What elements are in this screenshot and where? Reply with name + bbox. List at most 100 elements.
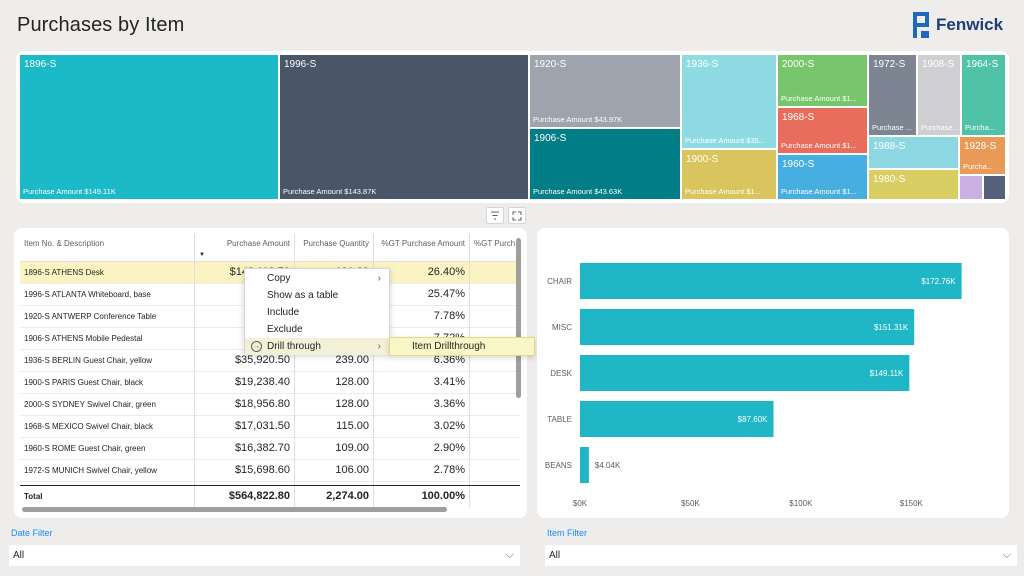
cell-gt-purchase [470, 372, 520, 394]
treemap-tile[interactable] [960, 176, 982, 199]
treemap-tile[interactable]: 2000-S Purchase Amount $1... [778, 55, 867, 106]
cell-gt-purchase [470, 284, 520, 306]
table-row[interactable]: 1900-S PARIS Guest Chair, black $19,238.4… [20, 372, 520, 394]
treemap-visual[interactable]: 1896-S Purchase Amount $149.11K 1996-S Purc… [16, 51, 1009, 203]
vertical-scrollbar[interactable] [516, 238, 521, 398]
cell-gt-purchase-amount: 2.90% [374, 438, 470, 460]
page-title: Purchases by Item [17, 14, 185, 36]
treemap-tile-name: 1896-S [24, 59, 57, 70]
treemap-tile[interactable]: 1988-S [869, 137, 958, 168]
menu-item-copy[interactable]: Copy › [245, 270, 389, 287]
total-gt-purchase-amount: 100.00% [374, 486, 470, 508]
cell-gt-purchase-amount: 25.47% [374, 284, 470, 306]
x-axis-tick-label: $100K [789, 499, 813, 508]
cell-gt-purchase [470, 416, 520, 438]
bar[interactable] [580, 309, 915, 345]
menu-item-label: Drill through [267, 341, 321, 352]
x-axis-tick-label: $0K [573, 499, 588, 508]
horizontal-scrollbar[interactable] [22, 507, 447, 512]
item-filter-dropdown[interactable]: All ⌵ [545, 545, 1017, 566]
treemap-tile[interactable]: 1906-S Purchase Amount $43.63K [530, 129, 680, 199]
table-row[interactable]: 2000-S SYDNEY Swivel Chair, green $18,956… [20, 394, 520, 416]
menu-item-include[interactable]: Include [267, 307, 300, 318]
column-header-purchase-amount[interactable]: Purchase Amount ▼ [195, 234, 295, 262]
cell-item-description: 1900-S PARIS Guest Chair, black [20, 372, 195, 394]
column-header-gt-purchase[interactable]: %GT Purch [474, 239, 516, 248]
treemap-tile-value: Purchase ... [872, 123, 913, 132]
focus-mode-icon[interactable] [508, 207, 526, 224]
total-purchase-quantity: 2,274.00 [295, 486, 374, 508]
treemap-tile-value: Purchase Amount $35... [685, 136, 766, 145]
treemap-tile-value: Purchase Amount $1... [685, 187, 761, 196]
context-menu: Copy › Show as a table Include Exclude →… [244, 268, 390, 355]
treemap-tile[interactable]: 1900-S Purchase Amount $1... [682, 150, 776, 199]
bar[interactable] [580, 263, 962, 299]
table-row[interactable]: 1968-S MEXICO Swivel Chair, black $17,031… [20, 416, 520, 438]
treemap-tile[interactable]: 1972-S Purchase ... [869, 55, 916, 135]
item-filter-label: Item Filter [547, 528, 588, 538]
treemap-tile-value: Purchase Amount $149.11K [23, 187, 116, 196]
treemap-tile[interactable]: 1936-S Purchase Amount $35... [682, 55, 776, 148]
treemap-tile-name: 1936-S [686, 59, 719, 70]
treemap-tile[interactable]: 1908-S Purchase... [918, 55, 960, 135]
cell-purchase-amount: $16,382.70 [195, 438, 295, 460]
column-header-gt-purchase-amount[interactable]: %GT Purchase Amount [374, 234, 470, 262]
menu-item-exclude[interactable]: Exclude [267, 324, 303, 335]
x-axis-tick-label: $50K [681, 499, 700, 508]
table-row[interactable]: 1972-S MUNICH Swivel Chair, yellow $15,69… [20, 460, 520, 482]
cell-item-description: 1920-S ANTWERP Conference Table [20, 306, 195, 328]
cell-item-description: 1972-S MUNICH Swivel Chair, yellow [20, 460, 195, 482]
treemap-tile[interactable]: 1980-S [869, 170, 958, 199]
cell-item-description: 1996-S ATLANTA Whiteboard, base [20, 284, 195, 306]
date-filter-dropdown[interactable]: All ⌵ [9, 545, 520, 566]
cell-purchase-quantity: 239.00 [295, 350, 374, 372]
cell-purchase-amount: $35,920.50 [195, 350, 295, 372]
cell-purchase-quantity: 115.00 [295, 416, 374, 438]
treemap-tile[interactable]: 1996-S Purchase Amount $143.87K [280, 55, 528, 199]
treemap-tile-value: Purcha... [963, 162, 994, 171]
treemap-tile[interactable]: 1920-S Purchase Amount $43.97K [530, 55, 680, 127]
menu-item-drill-through[interactable]: → Drill through › [245, 338, 389, 355]
total-gt-purchase [470, 486, 520, 508]
column-header-purchase-quantity[interactable]: Purchase Quantity [295, 234, 374, 262]
menu-item-show-as-table[interactable]: Show as a table [267, 290, 339, 301]
treemap-tile-name: 1908-S [922, 59, 955, 70]
chevron-right-icon: › [377, 341, 381, 352]
drill-through-icon: → [251, 341, 262, 352]
cell-item-description: 1960-S ROME Guest Chair, green [20, 438, 195, 460]
treemap-tile[interactable]: 1896-S Purchase Amount $149.11K [20, 55, 278, 199]
treemap-tile-name: 1920-S [534, 59, 567, 70]
sort-descending-icon: ▼ [199, 252, 205, 258]
treemap-tile-name: 1960-S [782, 159, 815, 170]
table-row[interactable]: 1936-S BERLIN Guest Chair, yellow $35,920… [20, 350, 520, 372]
treemap-tile[interactable]: 1928-S Purcha... [960, 137, 1005, 174]
bar-data-label: $149.11K [870, 369, 904, 378]
item-filter-value: All [549, 550, 561, 561]
visual-header-icons [486, 207, 526, 224]
chevron-right-icon: › [377, 273, 381, 284]
treemap-tile[interactable]: 1960-S Purchase Amount $1... [778, 155, 867, 199]
treemap-tile-value: Purchase Amount $143.87K [283, 187, 377, 196]
date-filter-label: Date Filter [11, 528, 53, 538]
treemap-tile[interactable]: 1964-S Purcha... [962, 55, 1005, 135]
filter-icon[interactable] [486, 207, 504, 224]
cell-gt-purchase-amount: 26.40% [374, 262, 470, 284]
table-row[interactable]: 1960-S ROME Guest Chair, green $16,382.70… [20, 438, 520, 460]
total-label: Total [20, 486, 195, 508]
chevron-down-icon: ⌵ [1002, 549, 1011, 561]
fenwick-logo-icon [913, 12, 931, 38]
treemap-tile-name: 1988-S [873, 141, 906, 152]
submenu-item-drillthrough[interactable]: Item Drillthrough [389, 337, 535, 356]
bar[interactable] [580, 401, 774, 437]
cell-gt-purchase [470, 438, 520, 460]
bar-data-label: $87.60K [738, 415, 768, 424]
treemap-tile-name: 1906-S [534, 133, 567, 144]
treemap-tile-value: Purchase Amount $1... [781, 94, 857, 103]
bar-data-label: $4.04K [595, 461, 621, 470]
treemap-tile[interactable]: 1968-S Purchase Amount $1... [778, 108, 867, 153]
cell-gt-purchase-amount: 3.02% [374, 416, 470, 438]
bar[interactable] [580, 447, 589, 483]
column-header-item[interactable]: Item No. & Description [20, 234, 195, 262]
treemap-tile[interactable] [984, 176, 1005, 199]
bar[interactable] [580, 355, 910, 391]
